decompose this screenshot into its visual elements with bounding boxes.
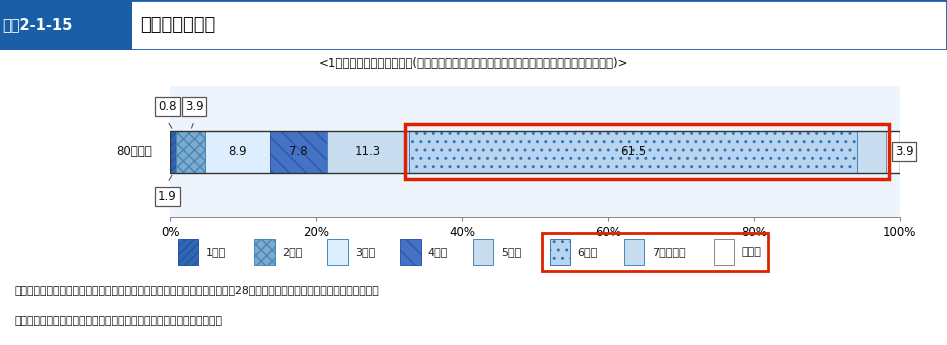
Bar (0, 0, 128, 50)
Text: 3.9: 3.9 (185, 100, 204, 114)
Bar (255, 239, 275, 265)
Bar (543, 233, 768, 271)
Text: 11.3: 11.3 (354, 145, 381, 158)
Bar (270, 131, 327, 173)
Text: 3種類: 3種類 (355, 247, 375, 257)
Text: 1.9: 1.9 (158, 190, 177, 203)
Text: 無回答: 無回答 (742, 247, 761, 257)
Text: <1日当たり使用している薬(定期的に医療機関に行って処方してもらっている薬がある患者)>: <1日当たり使用している薬(定期的に医療機関に行って処方してもらっている薬がある… (319, 57, 628, 70)
Text: 図表2-1-15: 図表2-1-15 (2, 18, 72, 32)
Bar (549, 239, 570, 265)
Bar (170, 131, 900, 173)
Bar (885, 131, 900, 173)
Bar (405, 124, 889, 179)
Text: 6種類: 6種類 (578, 247, 598, 257)
Text: 8.9: 8.9 (228, 145, 246, 158)
Bar (714, 239, 734, 265)
Bar (328, 239, 348, 265)
Bar (128, 0, 132, 50)
Bar (205, 131, 270, 173)
Text: 5種類: 5種類 (501, 247, 521, 257)
Bar (857, 131, 885, 173)
Bar (327, 131, 409, 173)
Bar (176, 131, 205, 173)
Text: 61.5: 61.5 (620, 145, 646, 158)
Text: 3.9: 3.9 (895, 145, 913, 158)
Text: 2種類: 2種類 (282, 247, 302, 257)
Bar (474, 239, 493, 265)
Bar (170, 131, 176, 173)
Text: 多剤投与の実態: 多剤投与の実態 (140, 16, 215, 34)
Text: 4種類: 4種類 (428, 247, 448, 257)
Bar (401, 239, 420, 265)
Bar (178, 239, 198, 265)
Bar (624, 239, 645, 265)
Text: 7.8: 7.8 (289, 145, 308, 158)
Bar (409, 131, 857, 173)
Text: 7種類以上: 7種類以上 (652, 247, 686, 257)
Text: 80歳以上: 80歳以上 (116, 145, 152, 158)
Text: 資料：厚生労働省中央社会保険医療協議会診療報酬改定結果検証部会「平成28年度診療報酬改定の結果検証に係る特別調査: 資料：厚生労働省中央社会保険医療協議会診療報酬改定結果検証部会「平成28年度診療… (14, 285, 379, 295)
Text: （速報値）」により厚生労働省医薬・生活衛生局総務課において作成。: （速報値）」により厚生労働省医薬・生活衛生局総務課において作成。 (14, 316, 223, 326)
Text: 1種類: 1種類 (205, 247, 225, 257)
Text: 0.8: 0.8 (158, 100, 177, 114)
